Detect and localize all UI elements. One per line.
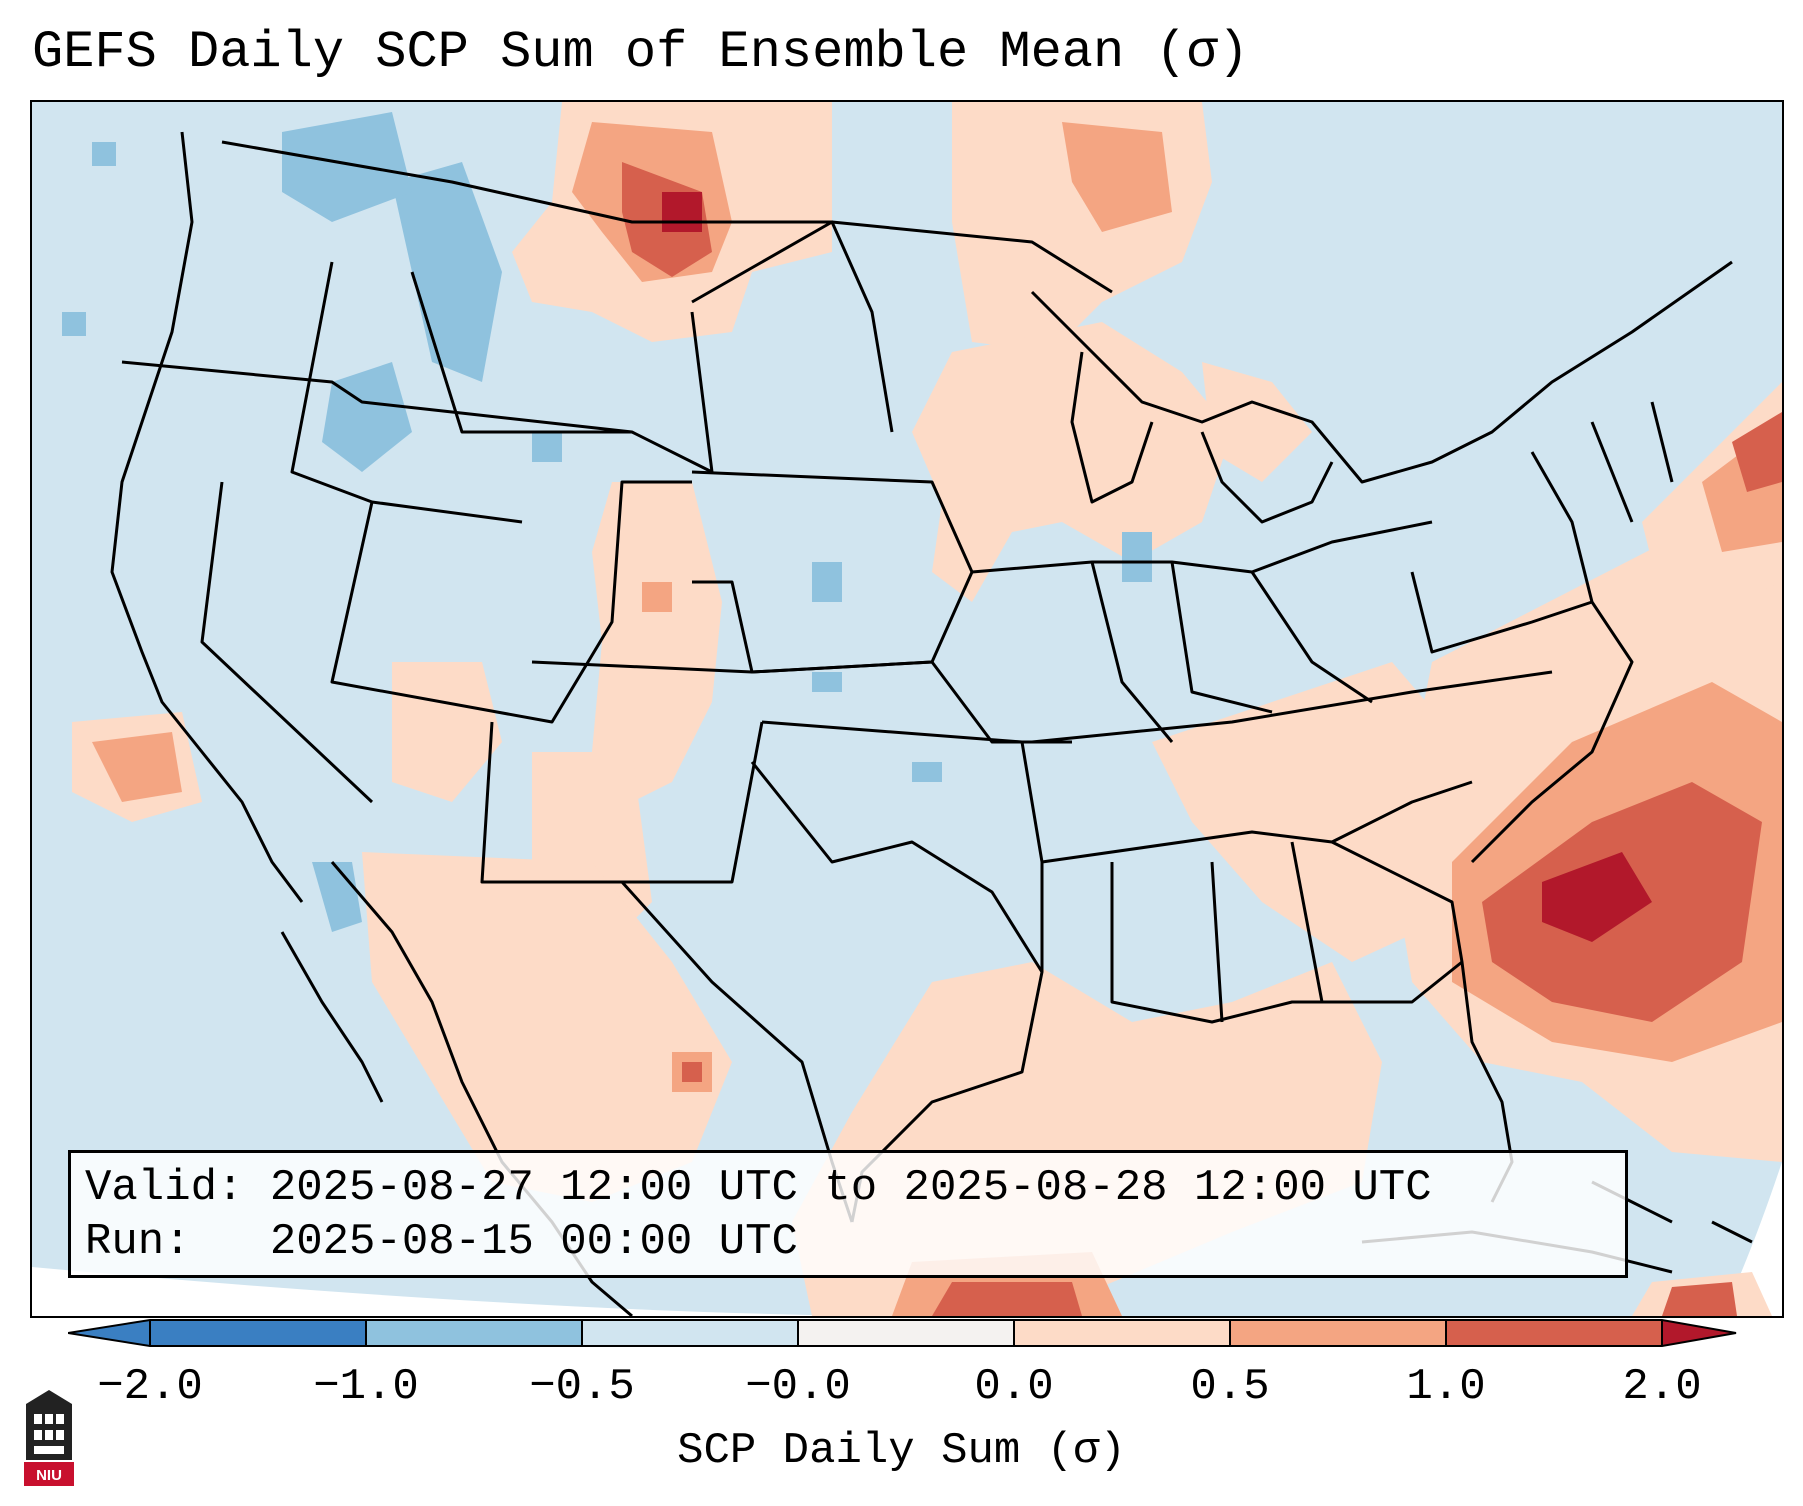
colorbar-tick-label: −1.0: [313, 1362, 419, 1412]
map-canvas: [32, 102, 1782, 1316]
colorbar-extend-high: [1662, 1320, 1736, 1346]
colorbar-tick-label: 0.0: [974, 1362, 1054, 1412]
map-panel: [30, 100, 1784, 1318]
logo-tower-shape: [26, 1390, 72, 1460]
colorbar: [68, 1319, 1737, 1347]
colorbar-segment-1: [150, 1320, 366, 1346]
run-time-text: Run: 2025-08-15 00:00 UTC: [85, 1217, 798, 1267]
logo-text: NIU: [36, 1467, 62, 1484]
validity-info-box: Valid: 2025-08-27 12:00 UTC to 2025-08-2…: [68, 1150, 1628, 1278]
colorbar-tick-label: −0.5: [529, 1362, 635, 1412]
scp-anomaly-field: [62, 102, 1782, 1316]
niu-logo: NIU: [24, 1390, 74, 1486]
colorbar-extend-low: [68, 1320, 150, 1346]
colorbar-ticks: [149, 1320, 1663, 1346]
colorbar-tick-label: −0.0: [745, 1362, 851, 1412]
colorbar-tick-label: 0.5: [1190, 1362, 1270, 1412]
colorbar-label: SCP Daily Sum (σ): [677, 1426, 1126, 1476]
valid-time-text: Valid: 2025-08-27 12:00 UTC to 2025-08-2…: [85, 1163, 1432, 1213]
chart-title: GEFS Daily SCP Sum of Ensemble Mean (σ): [32, 23, 1249, 82]
colorbar-segment-4: [798, 1320, 1014, 1346]
colorbar-tick-label: 1.0: [1406, 1362, 1486, 1412]
outside-domain-right: [1722, 1162, 1782, 1316]
colorbar-tick-label: 2.0: [1622, 1362, 1702, 1412]
colorbar-segment-6: [1230, 1320, 1446, 1346]
logo-badge: [24, 1462, 74, 1486]
colorbar-tick-label: −2.0: [97, 1362, 203, 1412]
colorbar-segment-5: [1014, 1320, 1230, 1346]
colorbar-segment-2: [366, 1320, 582, 1346]
colorbar-segment-3: [582, 1320, 798, 1346]
colorbar-segment-7: [1446, 1320, 1662, 1346]
outside-domain: [32, 1267, 1032, 1316]
